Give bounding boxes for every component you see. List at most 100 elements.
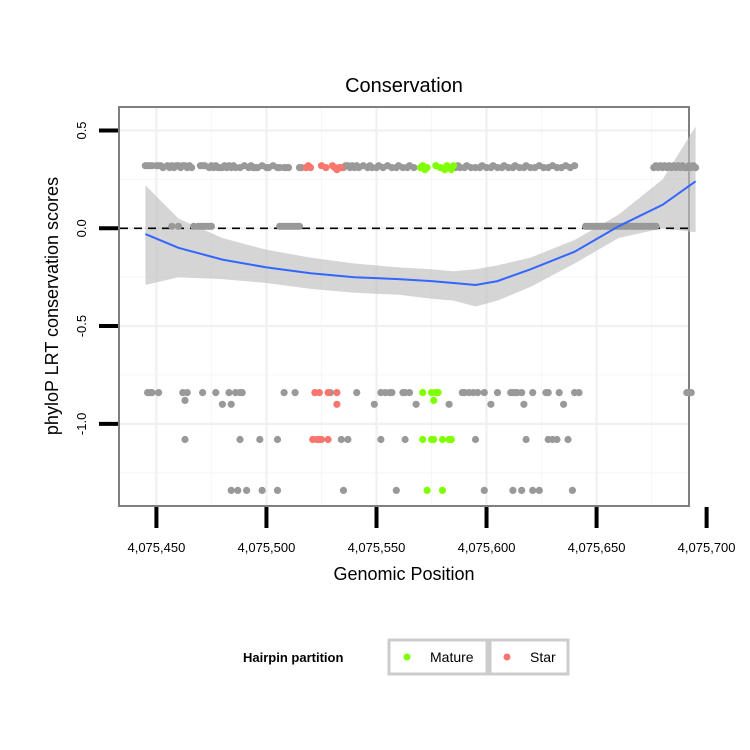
point-other: [243, 486, 251, 494]
point-other: [692, 164, 700, 172]
point-other: [474, 389, 482, 397]
point-other: [518, 486, 526, 494]
x-axis-title: Genomic Position: [333, 564, 474, 584]
point-mature: [419, 389, 427, 397]
point-star: [333, 400, 341, 408]
legend-label-mature: Mature: [430, 649, 474, 665]
y-tick-label: -1.0: [74, 413, 89, 435]
point-mature: [423, 164, 431, 172]
point-mature: [438, 435, 447, 444]
point-other: [280, 389, 288, 397]
point-other: [227, 486, 235, 494]
point-star: [333, 389, 341, 397]
point-mature: [419, 435, 427, 444]
point-other: [337, 435, 345, 444]
point-other: [295, 222, 304, 230]
point-mature: [438, 486, 447, 494]
y-tick-label: -0.5: [74, 315, 89, 337]
point-other: [227, 400, 235, 408]
point-other: [535, 486, 543, 494]
point-other: [687, 389, 695, 397]
point-other: [225, 389, 233, 397]
point-other: [405, 389, 414, 397]
point-other: [553, 435, 561, 444]
point-other: [188, 164, 196, 172]
legend-key-mature: [403, 653, 411, 661]
point-star: [317, 435, 326, 444]
x-tick-label: 4,075,550: [348, 540, 406, 555]
point-other: [236, 435, 244, 444]
legend-key-box-star: [488, 638, 570, 676]
x-axis: 4,075,450 4,075,500 4,075,550 4,075,600 4,07…: [127, 507, 736, 555]
point-other: [518, 389, 526, 397]
point-other: [148, 389, 156, 397]
legend-label-star: Star: [530, 649, 556, 665]
point-other: [564, 435, 572, 444]
point-mature: [434, 389, 442, 397]
point-other: [218, 400, 226, 408]
point-other: [284, 164, 293, 172]
x-tick-label: 4,075,450: [127, 540, 185, 555]
point-other: [174, 222, 182, 230]
point-other: [370, 400, 378, 408]
point-mature: [430, 396, 438, 404]
point-star: [322, 164, 330, 172]
legend: Hairpin partition Mature Star: [243, 638, 570, 676]
y-axis-title: phyloP LRT conservation scores: [42, 177, 62, 435]
point-other: [273, 486, 282, 494]
legend-title: Hairpin partition: [243, 650, 343, 665]
point-other: [183, 389, 191, 397]
point-mature: [447, 435, 455, 444]
legend-key-star: [503, 653, 511, 661]
point-other: [555, 389, 563, 397]
point-other: [509, 486, 517, 494]
point-other: [480, 389, 488, 397]
point-star: [324, 389, 332, 397]
point-other: [571, 162, 579, 170]
point-other: [575, 389, 583, 397]
point-other: [181, 396, 189, 404]
point-other: [168, 222, 176, 230]
point-other: [529, 389, 537, 397]
point-other: [377, 435, 385, 444]
smooth-trend-line: [145, 180, 697, 287]
point-star: [315, 389, 323, 397]
x-tick-label: 4,075,500: [238, 540, 296, 555]
x-tick-label: 4,075,700: [678, 540, 736, 555]
point-other: [412, 400, 420, 408]
grid-lines: [120, 108, 688, 505]
point-other: [207, 222, 215, 230]
point-other: [401, 435, 409, 444]
point-other: [560, 400, 568, 408]
point-other: [568, 486, 577, 494]
point-other: [258, 486, 266, 494]
point-other: [256, 435, 264, 444]
x-tick-label: 4,075,600: [458, 540, 516, 555]
data-points: [141, 162, 700, 494]
point-other: [344, 435, 352, 444]
point-mature: [449, 162, 458, 170]
point-other: [487, 400, 495, 408]
point-other: [522, 435, 530, 444]
point-other: [652, 222, 660, 230]
point-star: [337, 164, 345, 172]
point-other: [388, 389, 396, 397]
point-other: [520, 400, 528, 408]
y-tick-label: 0.0: [74, 219, 89, 237]
point-other: [493, 389, 502, 397]
point-mature: [423, 486, 431, 494]
point-other: [480, 486, 488, 494]
confidence-ribbon: [145, 126, 696, 307]
point-other: [212, 389, 220, 397]
point-other: [273, 435, 282, 444]
x-tick-label: 4,075,650: [568, 540, 626, 555]
point-other: [234, 486, 242, 494]
point-star: [324, 435, 332, 444]
point-other: [238, 389, 246, 397]
point-other: [544, 389, 552, 397]
chart-title: Conservation: [345, 75, 463, 97]
y-tick-label: 0.5: [74, 121, 89, 139]
point-other: [199, 389, 207, 397]
point-mature: [430, 435, 438, 444]
